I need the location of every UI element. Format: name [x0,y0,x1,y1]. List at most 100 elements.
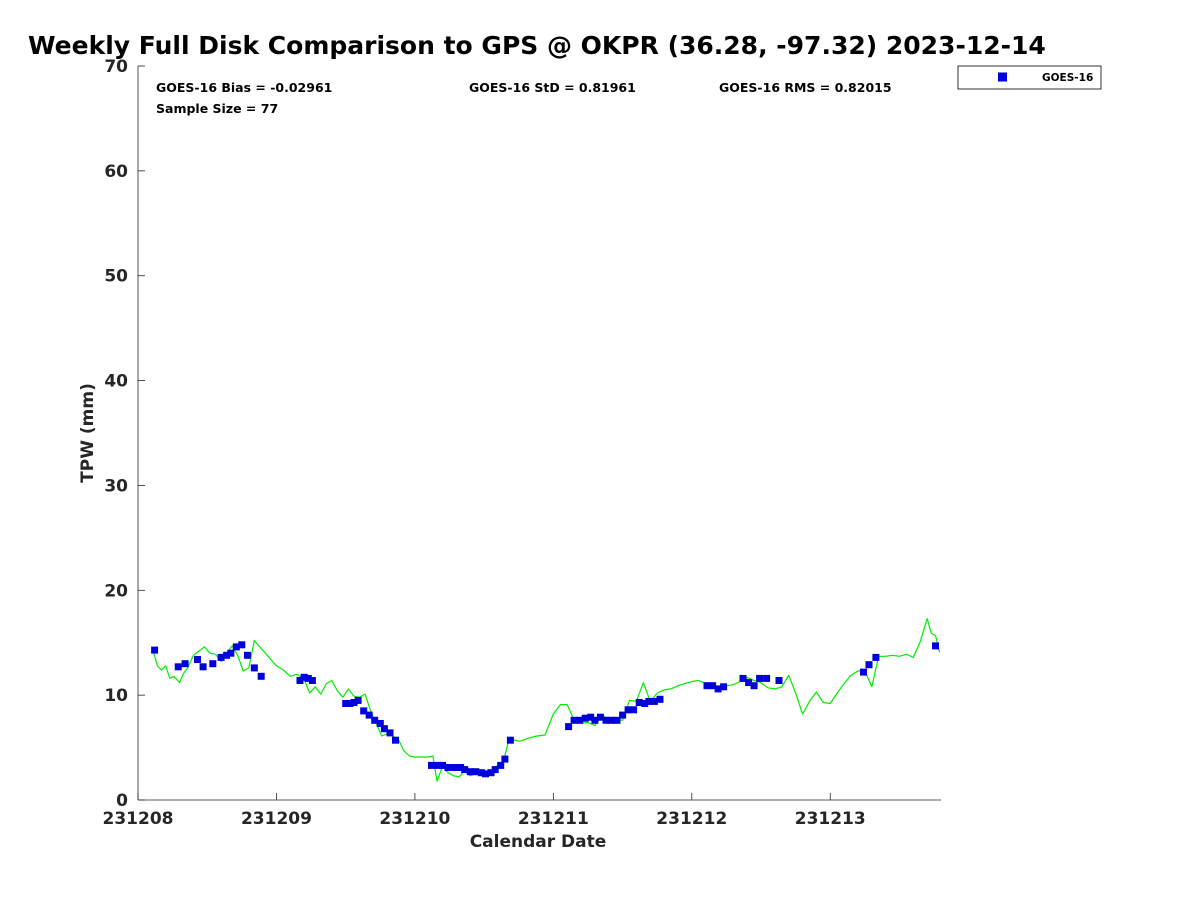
y-tick-label: 40 [104,372,128,392]
goes16-point [709,682,717,690]
goes16-point [392,736,399,744]
goes16-point [243,651,251,659]
goes16-point [613,716,621,724]
y-tick-label: 60 [104,162,128,182]
goes16-point [587,713,595,721]
goes16-point [477,769,485,777]
x-tick-label: 231212 [656,809,727,829]
axes: 0 10 20 30 40 50 60 70 231208 231209 231210 231211 2… [103,57,941,829]
legend-marker-goes16 [998,72,1007,82]
goes16-point [461,766,469,774]
goes16-point [501,755,509,763]
goes16-point [457,764,465,771]
goes16-point [452,764,460,771]
goes16-point [581,714,589,722]
goes16-point [487,769,495,777]
goes16-point [591,716,599,724]
goes16-point [360,707,368,715]
goes16-point [232,643,240,651]
x-tick-label: 231211 [518,809,589,829]
goes16-point [350,699,358,706]
goes16-point [596,713,604,721]
goes16-point [227,649,235,657]
goes16-point [433,761,441,769]
goes16-point [174,663,182,671]
goes16-point [365,711,373,719]
goes16-point [570,716,578,724]
y-tick-label: 30 [104,476,128,496]
goes16-point [745,679,753,687]
goes16-point [491,766,499,774]
y-tick-label: 50 [104,267,128,287]
goes16-point [656,695,664,703]
goes16-point [602,716,610,724]
goes16-point [608,716,615,724]
std-stat: GOES-16 StD = 0.81961 [469,80,636,95]
goes16-point [199,663,207,671]
goes16-point [300,673,308,681]
bias-stat: GOES-16 Bias = -0.02961 [156,80,332,95]
goes16-point [720,683,728,691]
goes16-point [630,706,638,714]
goes16-point [181,660,189,668]
goes16-point [238,641,246,649]
goes16-point [304,674,312,682]
goes16-point [386,729,394,737]
goes16-point [223,651,231,659]
x-tick-label: 231209 [241,809,312,829]
y-tick-label: 10 [104,686,128,706]
goes16-point [308,677,316,684]
goes16-point [209,660,217,668]
legend-box [957,65,1102,90]
goes16-point [872,653,880,661]
chart-title: Weekly Full Disk Comparison to GPS @ OKP… [28,31,1046,60]
x-axis-label: Calendar Date [470,832,607,852]
goes16-point [860,668,867,676]
gps-tpw-line [152,617,941,782]
goes16-point [466,768,474,776]
goes16-point [371,716,379,724]
goes16-marker-layer [151,641,939,778]
goes16-point [482,770,489,778]
goes16-point [932,642,939,650]
goes16-point [151,646,159,654]
goes16-point [703,682,711,690]
goes16-point [763,674,771,682]
goes16-point [380,725,388,733]
goes16-point [194,656,201,663]
goes16-point [714,685,722,693]
stats-box: GOES-16 Bias = -0.02961 GOES-16 StD = 0.… [156,80,892,116]
legend: GOES-16 [957,65,1102,90]
goes16-point [576,716,584,724]
goes16-point [645,697,653,705]
goes16-point [250,664,258,672]
goes16-point [756,674,764,682]
goes16-point [444,764,452,771]
goes16-point [342,700,350,707]
goes16-point [296,677,304,684]
goes16-point [428,761,435,769]
x-tick-label: 231208 [103,809,174,829]
x-tick-label: 231213 [795,809,866,829]
goes16-point [750,682,758,690]
sample-size-stat: Sample Size = 77 [156,101,278,116]
goes16-point [619,711,627,719]
goes16-point [257,672,265,680]
y-axis-label: TPW (mm) [78,383,98,483]
goes16-point [506,736,514,744]
legend-label-goes16: GOES-16 [1042,72,1093,84]
goes16-point [497,761,505,769]
y-tick-label: 20 [104,581,128,601]
goes16-point [376,720,384,727]
y-tick-label: 70 [104,57,128,77]
goes16-point [641,700,649,707]
goes16-point [565,723,573,731]
x-tick-label: 231210 [379,809,450,829]
goes16-point [439,761,447,769]
y-tick-label: 0 [116,791,128,811]
goes16-point [650,697,658,705]
rms-stat: GOES-16 RMS = 0.82015 [719,80,892,95]
goes16-point [865,661,873,669]
goes16-point [346,700,354,707]
goes16-point [635,699,643,706]
